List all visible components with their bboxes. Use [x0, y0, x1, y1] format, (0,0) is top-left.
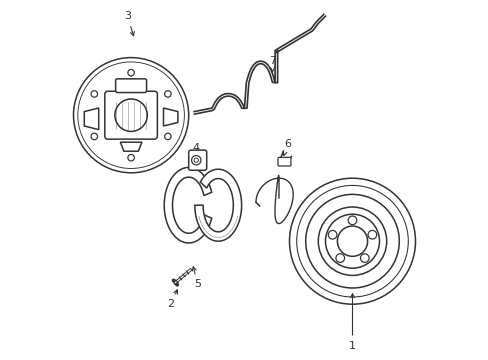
Polygon shape: [120, 142, 142, 151]
FancyBboxPatch shape: [115, 79, 146, 93]
FancyBboxPatch shape: [188, 150, 206, 170]
Circle shape: [91, 133, 97, 140]
Circle shape: [164, 133, 171, 140]
Text: 5: 5: [192, 267, 201, 289]
Circle shape: [360, 254, 368, 262]
Polygon shape: [163, 108, 178, 126]
Text: 7: 7: [268, 56, 276, 72]
Circle shape: [337, 226, 367, 256]
Circle shape: [127, 154, 134, 161]
Circle shape: [347, 216, 356, 225]
Circle shape: [194, 158, 198, 162]
Text: 6: 6: [283, 139, 291, 156]
Circle shape: [289, 178, 415, 304]
Circle shape: [367, 230, 376, 239]
Polygon shape: [164, 167, 211, 243]
FancyBboxPatch shape: [277, 157, 290, 166]
Circle shape: [91, 91, 97, 97]
Text: 2: 2: [167, 290, 177, 309]
Text: 1: 1: [348, 294, 355, 351]
Circle shape: [318, 207, 386, 275]
Circle shape: [335, 254, 344, 262]
Circle shape: [191, 156, 201, 165]
Circle shape: [164, 91, 171, 97]
Circle shape: [305, 194, 399, 288]
Text: 3: 3: [124, 11, 134, 36]
Circle shape: [73, 58, 188, 173]
FancyBboxPatch shape: [104, 91, 157, 139]
Polygon shape: [194, 169, 241, 241]
Text: 4: 4: [189, 143, 199, 160]
Circle shape: [327, 230, 336, 239]
Circle shape: [296, 185, 407, 297]
Polygon shape: [84, 108, 99, 130]
Circle shape: [127, 69, 134, 76]
Circle shape: [78, 62, 184, 168]
Circle shape: [325, 214, 379, 268]
Circle shape: [115, 99, 147, 131]
